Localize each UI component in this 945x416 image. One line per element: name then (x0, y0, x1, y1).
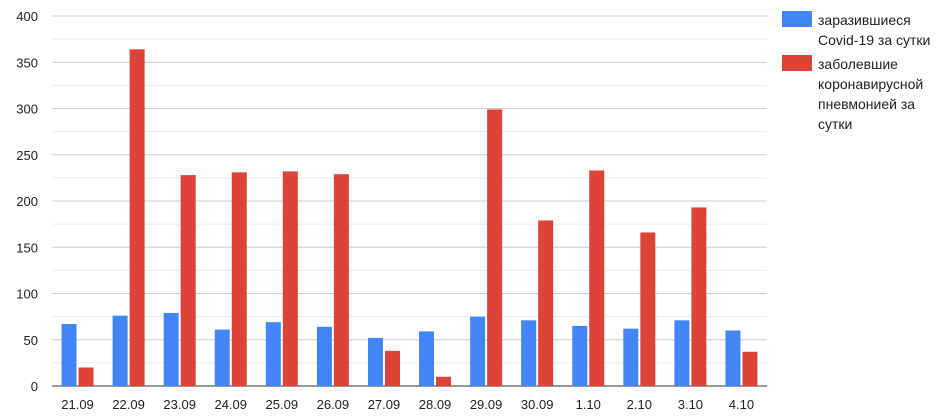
x-tick-label: 4.10 (729, 397, 754, 412)
x-tick-label: 24.09 (214, 397, 247, 412)
x-tick-label: 27.09 (368, 397, 401, 412)
bar-infected (521, 320, 537, 386)
x-tick-label: 23.09 (163, 397, 196, 412)
y-tick-label: 350 (16, 55, 38, 70)
y-tick-label: 100 (16, 287, 38, 302)
y-tick-label: 400 (16, 9, 38, 24)
bar-pneumonia (129, 49, 145, 387)
bar-pneumonia (282, 171, 298, 386)
bar-infected (367, 337, 383, 386)
bar-pneumonia (333, 174, 349, 386)
legend-label-pneumonia: заболевшие коронавирусной пневмонией за … (818, 56, 924, 132)
bar-pneumonia (436, 376, 452, 386)
y-tick-label: 300 (16, 102, 38, 117)
bar-pneumonia (487, 109, 503, 387)
bar-pneumonia (231, 172, 247, 386)
x-tick-label: 21.09 (61, 397, 94, 412)
legend: заразившиеся Covid-19 за сутки заболевши… (782, 10, 942, 138)
y-tick-label: 0 (31, 379, 38, 394)
bar-pneumonia (691, 207, 707, 386)
x-tick-label: 26.09 (317, 397, 350, 412)
bar-pneumonia (589, 170, 605, 386)
bar-infected (214, 329, 230, 386)
bar-infected (112, 315, 128, 386)
bar-infected (572, 325, 588, 386)
bar-infected (470, 316, 486, 386)
y-tick-label: 250 (16, 148, 38, 163)
bars (61, 49, 758, 387)
legend-swatch-infected (782, 11, 812, 27)
y-tick-label: 200 (16, 194, 38, 209)
x-tick-label: 22.09 (112, 397, 145, 412)
bar-infected (725, 330, 741, 386)
y-tick-label: 50 (24, 333, 38, 348)
bar-infected (316, 326, 332, 386)
y-tick-label: 150 (16, 240, 38, 255)
bar-infected (61, 324, 77, 386)
y-axis-ticks: 0 50 100 150 200 250 300 350 400 (16, 9, 38, 394)
bar-pneumonia (78, 367, 94, 386)
x-tick-label: 2.10 (627, 397, 652, 412)
bar-infected (623, 328, 639, 386)
x-tick-label: 3.10 (678, 397, 703, 412)
bar-pneumonia (538, 220, 554, 386)
legend-item-pneumonia: заболевшие коронавирусной пневмонией за … (782, 54, 942, 134)
legend-label-infected: заразившиеся Covid-19 за сутки (818, 12, 931, 48)
x-tick-label: 29.09 (470, 397, 503, 412)
legend-swatch-pneumonia (782, 55, 812, 71)
bar-pneumonia (180, 175, 196, 386)
bar-pneumonia (640, 232, 656, 386)
gridlines (52, 15, 767, 387)
bar-infected (674, 320, 690, 386)
legend-item-infected: заразившиеся Covid-19 за сутки (782, 10, 942, 50)
x-tick-label: 25.09 (266, 397, 299, 412)
bar-infected (419, 331, 435, 386)
x-tick-label: 28.09 (419, 397, 452, 412)
bar-pneumonia (742, 351, 758, 386)
x-tick-label: 1.10 (576, 397, 601, 412)
bar-pneumonia (384, 350, 400, 386)
bar-infected (265, 322, 281, 386)
x-axis-ticks: 21.09 22.09 23.09 24.09 25.09 26.09 27.09 28.09… (61, 397, 754, 412)
bar-infected (163, 312, 179, 386)
x-tick-label: 30.09 (521, 397, 554, 412)
